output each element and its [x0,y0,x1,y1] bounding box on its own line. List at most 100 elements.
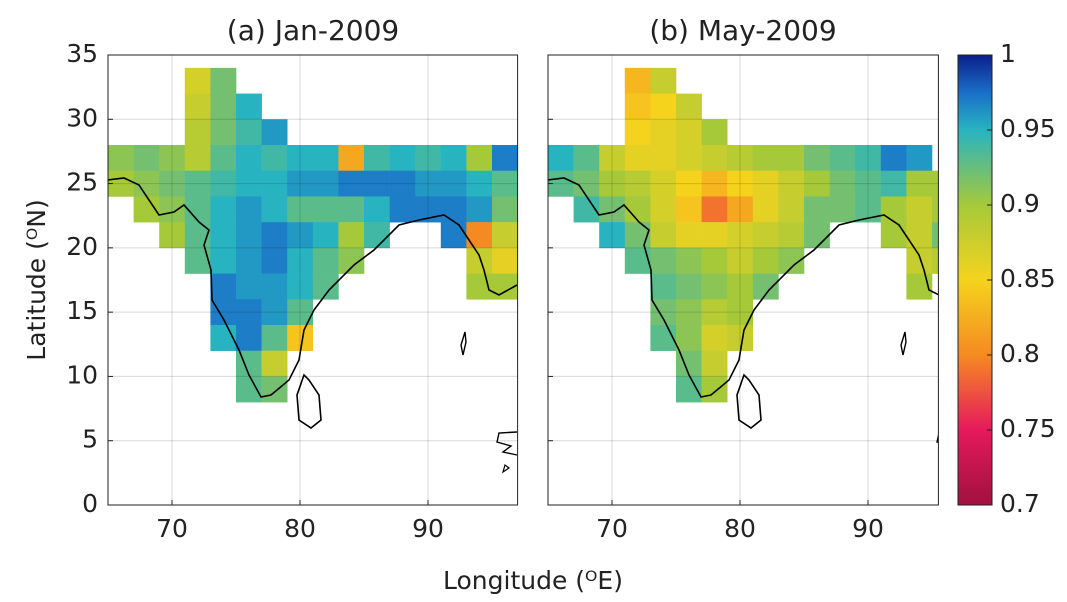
axes-frame [547,54,939,506]
cell [701,247,728,274]
cell [492,247,518,274]
cell [236,196,262,223]
cell [599,170,626,197]
cell [676,222,702,249]
y-tick-label: 10 [66,360,98,389]
cell [312,196,339,223]
cell [184,67,211,94]
cell [701,325,728,352]
cell [492,145,518,172]
colorbar-tick-label: 0.7 [1000,489,1040,518]
cell [210,145,237,172]
y-tick-label: 30 [66,103,98,132]
cell [752,145,779,172]
cell [676,325,702,352]
cell [650,119,677,146]
cell [701,119,728,146]
cell [312,247,339,274]
cell [364,170,390,197]
cell [415,145,442,172]
x-tick-label: 80 [284,514,316,543]
cell [261,145,288,172]
cell [727,196,754,223]
cell [855,170,882,197]
cell [261,350,288,377]
cell [236,247,262,274]
panel-title: (b) May-2009 [649,14,836,47]
cell [624,247,651,274]
cell [676,170,702,197]
cell [778,222,805,249]
cell [650,273,677,300]
cell [676,93,702,120]
cell [236,93,262,120]
cell [287,170,314,197]
cell [466,145,493,172]
cell [466,222,493,249]
cell [727,273,754,300]
cell [184,119,211,146]
x-tick-label: 80 [724,514,756,543]
cell [236,145,262,172]
cell [338,196,365,223]
cell [880,222,907,249]
cell [548,145,574,172]
cell [650,170,677,197]
cell [210,119,237,146]
cell [312,273,339,300]
cell [701,299,728,326]
cell [804,170,830,197]
cell [624,93,651,120]
cell [701,350,728,377]
cell [159,222,186,249]
cell [624,170,651,197]
cell [804,145,830,172]
cell [599,145,626,172]
cell [676,376,702,403]
cell [389,170,416,197]
cell [364,222,390,249]
colorbar-tick-label: 0.9 [1000,189,1040,218]
cell [650,67,677,94]
cell [676,273,702,300]
cell [727,325,754,352]
cell [727,145,754,172]
cell [159,145,186,172]
y-tick-label: 25 [66,168,98,197]
cell [906,170,933,197]
cell [676,145,702,172]
cell [261,247,288,274]
cell [727,247,754,274]
cell [650,93,677,120]
colorbar-tick-label: 1 [1000,39,1016,68]
cell [210,222,237,249]
colorbar-tick-label: 0.75 [1000,414,1056,443]
cell [676,196,702,223]
cell [236,325,262,352]
cell [338,222,365,249]
cell [440,222,467,249]
cell [880,145,907,172]
cell [312,222,339,249]
cell [261,325,288,352]
cell [650,247,677,274]
cell [676,247,702,274]
cell [184,196,211,223]
x-tick-label: 70 [596,514,628,543]
cell [287,222,314,249]
cell [210,196,237,223]
cell [287,247,314,274]
cell [236,376,262,403]
cell [727,170,754,197]
cell [133,145,160,172]
cell [932,196,939,223]
cell [701,170,728,197]
cell [932,170,939,197]
y-axis-label: Latitude (ᴼN) [22,199,51,360]
cell [184,170,211,197]
cell [210,247,237,274]
cell [287,145,314,172]
cell [184,222,211,249]
cell [650,145,677,172]
cell [906,145,933,172]
